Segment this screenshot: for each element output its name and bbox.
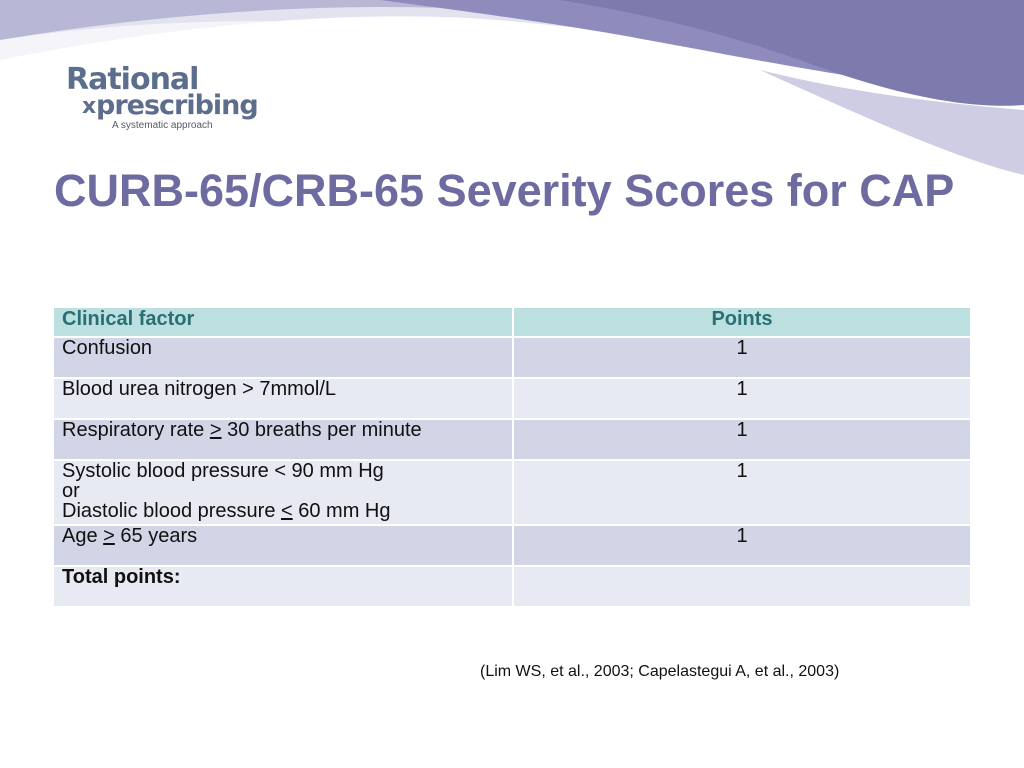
logo-prescribing-text: prescribing bbox=[96, 90, 259, 121]
table-row: Age > 65 years 1 bbox=[52, 524, 972, 567]
points-cell: 1 bbox=[512, 336, 972, 379]
citation-text: (Lim WS, et al., 2003; Capelastegui A, e… bbox=[480, 663, 840, 680]
points-cell: 1 bbox=[512, 524, 972, 567]
table-row: Blood urea nitrogen > 7mmol/L 1 bbox=[52, 377, 972, 420]
factor-respiratory-rate: Respiratory rate > 30 breaths per minute bbox=[52, 418, 514, 461]
factor-confusion: Confusion bbox=[52, 336, 514, 379]
table-header-row: Clinical factor Points bbox=[52, 306, 972, 338]
table-row: Respiratory rate > 30 breaths per minute… bbox=[52, 418, 972, 461]
total-points-label: Total points: bbox=[52, 565, 514, 608]
logo-rx-mark: x bbox=[82, 94, 97, 119]
total-points-value bbox=[512, 565, 972, 608]
points-cell: 1 bbox=[512, 418, 972, 461]
decorative-wave-banner bbox=[0, 0, 1024, 175]
slide-title: CURB-65/CRB-65 Severity Scores for CAP bbox=[54, 165, 955, 216]
rational-prescribing-logo: Rational x prescribing A systematic appr… bbox=[64, 62, 259, 134]
table-row: Confusion 1 bbox=[52, 336, 972, 379]
logo-rational-text: Rational bbox=[66, 62, 199, 97]
factor-age: Age > 65 years bbox=[52, 524, 514, 567]
table-row-total: Total points: bbox=[52, 565, 972, 608]
logo-tagline: A systematic approach bbox=[112, 120, 213, 131]
header-points: Points bbox=[512, 306, 972, 338]
points-cell: 1 bbox=[512, 377, 972, 420]
severity-score-table: Clinical factor Points Confusion 1 Blood… bbox=[52, 306, 972, 608]
factor-blood-pressure: Systolic blood pressure < 90 mm Hg or Di… bbox=[52, 459, 514, 526]
points-cell: 1 bbox=[512, 459, 972, 526]
factor-blood-urea-nitrogen: Blood urea nitrogen > 7mmol/L bbox=[52, 377, 514, 420]
table-row: Systolic blood pressure < 90 mm Hg or Di… bbox=[52, 459, 972, 526]
header-clinical-factor: Clinical factor bbox=[52, 306, 514, 338]
